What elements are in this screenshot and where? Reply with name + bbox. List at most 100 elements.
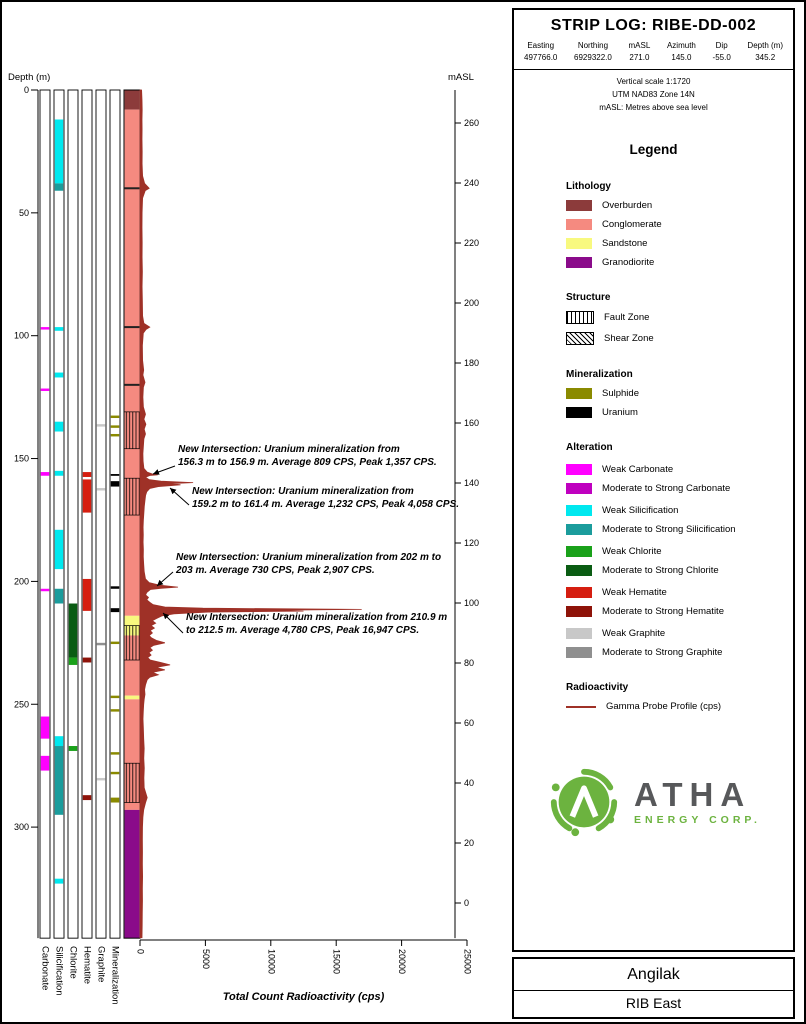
- svg-text:20000: 20000: [397, 949, 407, 974]
- svg-text:80: 80: [464, 658, 474, 668]
- svg-text:5000: 5000: [201, 949, 211, 969]
- legend-item: Sandstone: [566, 238, 793, 250]
- svg-text:200: 200: [464, 298, 479, 308]
- svg-text:15000: 15000: [332, 949, 342, 974]
- svg-text:50: 50: [19, 208, 29, 218]
- svg-text:10000: 10000: [266, 949, 276, 974]
- sulphide-swatch: [566, 388, 592, 400]
- svg-text:240: 240: [464, 178, 479, 188]
- weak-graphite-swatch: [566, 628, 592, 640]
- strong-silicification-swatch: [566, 524, 592, 536]
- weak-hematite-swatch: [566, 587, 592, 599]
- granodiorite-swatch: [566, 257, 592, 269]
- weak-chlorite-swatch: [566, 546, 592, 558]
- svg-text:159.2 m to 161.4 m. Average 1,: 159.2 m to 161.4 m. Average 1,232 CPS, P…: [192, 499, 459, 510]
- strong-chlorite-swatch: [566, 565, 592, 577]
- svg-text:New Intersection: Uranium mine: New Intersection: Uranium mineralization…: [186, 612, 447, 623]
- svg-text:150: 150: [14, 454, 29, 464]
- svg-text:Mineralization: Mineralization: [110, 946, 121, 1005]
- scale-notes: Vertical scale 1:1720 UTM NAD83 Zone 14N…: [514, 76, 793, 114]
- note-masl: mASL: Metres above sea level: [599, 102, 708, 112]
- company-logo: ATHA ENERGY CORP.: [514, 764, 793, 840]
- svg-text:Graphite: Graphite: [96, 946, 107, 982]
- svg-text:Chlorite: Chlorite: [68, 946, 79, 979]
- field-masl: mASL 271.0: [628, 41, 651, 62]
- column-mineralization: Mineralization: [110, 89, 121, 1005]
- svg-text:Carbonate: Carbonate: [40, 946, 51, 990]
- svg-text:220: 220: [464, 238, 479, 248]
- strong-carbonate-swatch: [566, 483, 592, 495]
- svg-text:0: 0: [136, 949, 146, 954]
- svg-text:Hematite: Hematite: [82, 946, 93, 984]
- note-scale: Vertical scale 1:1720: [616, 77, 691, 86]
- column-silicification: Silicification: [54, 89, 65, 996]
- field-depth: Depth (m) 345.2: [747, 41, 783, 62]
- svg-text:60: 60: [464, 718, 474, 728]
- svg-text:mASL: mASL: [448, 72, 474, 83]
- collar-info: Easting 497766.0 Northing 6929322.0 mASL…: [514, 35, 793, 70]
- alteration-hematite: Weak Hematite Moderate to Strong Hematit…: [566, 587, 793, 618]
- gamma-profile: [139, 89, 362, 939]
- legend-item: Gamma Probe Profile (cps): [566, 701, 793, 712]
- field-dip: Dip -55.0: [712, 41, 731, 62]
- strip-columns: Carbonate Silicification Chlorite Hematite G…: [40, 89, 121, 1005]
- note-utm: UTM NAD83 Zone 14N: [612, 89, 695, 99]
- uranium-swatch: [566, 407, 592, 419]
- legend-alteration: Alteration Weak Carbonate Moderate to St…: [566, 442, 793, 659]
- field-azimuth: Azimuth 145.0: [666, 41, 696, 62]
- svg-text:New Intersection: Uranium mine: New Intersection: Uranium mineralization…: [176, 552, 441, 563]
- company-name: ATHA: [634, 776, 752, 814]
- svg-text:New Intersection: Uranium mine: New Intersection: Uranium mineralization…: [178, 444, 400, 455]
- svg-text:260: 260: [464, 118, 479, 128]
- svg-text:to 212.5 m. Average 4,780 CPS,: to 212.5 m. Average 4,780 CPS, Peak 16,9…: [186, 625, 419, 636]
- svg-text:140: 140: [464, 478, 479, 488]
- overburden-swatch: [566, 200, 592, 212]
- legend-item: Fault Zone: [566, 311, 793, 325]
- legend-item: Uranium: [566, 407, 793, 419]
- legend-structure: Structure Fault Zone Shear Zone: [566, 292, 793, 346]
- svg-text:156.3 m to 156.9 m. Average 80: 156.3 m to 156.9 m. Average 809 CPS, Pea…: [178, 457, 437, 468]
- legend-mineralization: Mineralization Sulphide Uranium: [566, 369, 793, 419]
- legend-item: Overburden: [566, 200, 793, 212]
- conglomerate-swatch: [566, 219, 592, 231]
- svg-text:0: 0: [464, 898, 469, 908]
- weak-carbonate-swatch: [566, 464, 592, 476]
- legend-item: Shear Zone: [566, 332, 793, 346]
- field-northing: Northing 6929322.0: [574, 41, 612, 62]
- svg-text:40: 40: [464, 778, 474, 788]
- annotations: New Intersection: Uranium mineralization…: [152, 444, 459, 636]
- legend-title: Legend: [629, 142, 678, 158]
- column-hematite: Hematite: [82, 89, 93, 984]
- alteration-carbonate: Weak Carbonate Moderate to Strong Carbon…: [566, 464, 793, 495]
- sandstone-swatch: [566, 238, 592, 250]
- alteration-graphite: Weak Graphite Moderate to Strong Graphit…: [566, 628, 793, 659]
- svg-text:160: 160: [464, 418, 479, 428]
- column-graphite: Graphite: [96, 89, 107, 982]
- svg-text:180: 180: [464, 358, 479, 368]
- info-panel: STRIP LOG: RIBE-DD-002 Easting 497766.0 …: [512, 8, 795, 952]
- lithology-track: [123, 89, 141, 939]
- svg-text:Total Count Radioactivity (cps: Total Count Radioactivity (cps): [223, 991, 385, 1003]
- page-title: STRIP LOG: RIBE-DD-002: [550, 17, 757, 34]
- strong-graphite-swatch: [566, 647, 592, 659]
- svg-text:200: 200: [14, 576, 29, 586]
- svg-text:300: 300: [14, 822, 29, 832]
- svg-text:Silicification: Silicification: [54, 946, 65, 996]
- svg-text:25000: 25000: [463, 949, 473, 974]
- svg-text:203 m. Average 730 CPS, Peak 2: 203 m. Average 730 CPS, Peak 2,907 CPS.: [175, 565, 375, 576]
- column-chlorite: Chlorite: [68, 89, 79, 979]
- svg-text:250: 250: [14, 699, 29, 709]
- alteration-chlorite: Weak Chlorite Moderate to Strong Chlorit…: [566, 546, 793, 577]
- company-subtitle: ENERGY CORP.: [634, 814, 761, 827]
- project-name: Angilak: [514, 959, 793, 991]
- svg-text:Depth (m): Depth (m): [8, 72, 50, 83]
- svg-text:100: 100: [464, 598, 479, 608]
- legend-radioactivity: Radioactivity Gamma Probe Profile (cps): [566, 682, 793, 712]
- strip-log-chart: 0 50 100 150 200 250 300 Depth (m) Carbonate Sili…: [8, 72, 479, 1005]
- project-box: Angilak RIB East: [512, 957, 795, 1019]
- svg-text:120: 120: [464, 538, 479, 548]
- atha-emblem-icon: [550, 769, 618, 837]
- cps-axis: 0 5000 10000 15000 20000 25000 Total Count Rad…: [136, 939, 473, 1003]
- project-area: RIB East: [625, 995, 682, 1011]
